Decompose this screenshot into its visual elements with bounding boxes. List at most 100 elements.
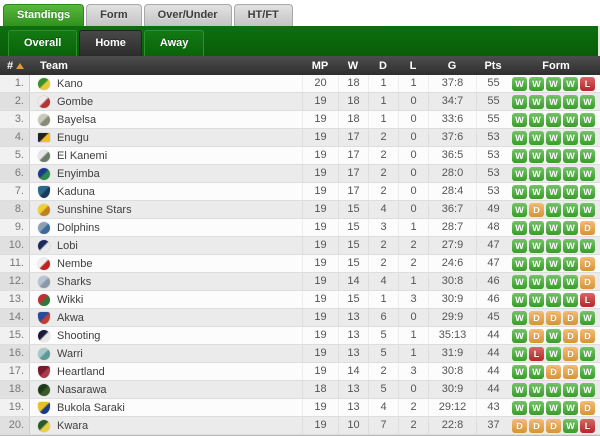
form-badge-w[interactable]: W (512, 292, 527, 307)
form-badge-w[interactable]: W (512, 148, 527, 163)
team-cell[interactable]: Heartland (30, 365, 302, 378)
team-cell[interactable]: Warri (30, 347, 302, 360)
team-name[interactable]: Warri (57, 347, 83, 360)
form-badge-d[interactable]: D (580, 220, 595, 235)
form-badge-w[interactable]: W (563, 76, 578, 91)
form-badge-w[interactable]: W (563, 166, 578, 181)
form-badge-w[interactable]: W (546, 76, 561, 91)
team-cell[interactable]: El Kanemi (30, 149, 302, 162)
team-name[interactable]: Shooting (57, 329, 101, 342)
team-cell[interactable]: Kaduna (30, 185, 302, 198)
col-header-w[interactable]: W (347, 59, 359, 72)
form-badge-w[interactable]: W (512, 112, 527, 127)
form-badge-w[interactable]: W (546, 202, 561, 217)
table-row[interactable]: 13. Wikki 19 15 1 3 30:9 46 W W W W L (0, 291, 600, 309)
form-badge-w[interactable]: W (529, 256, 544, 271)
form-badge-w[interactable]: W (512, 220, 527, 235)
team-name[interactable]: El Kanemi (57, 149, 108, 162)
subtab-home[interactable]: Home (79, 30, 142, 56)
form-badge-w[interactable]: W (580, 310, 595, 325)
form-badge-w[interactable]: W (546, 238, 561, 253)
form-badge-w[interactable]: W (563, 382, 578, 397)
form-badge-d[interactable]: D (563, 310, 578, 325)
team-cell[interactable]: Nasarawa (30, 383, 302, 396)
team-name[interactable]: Bukola Saraki (57, 401, 125, 414)
form-badge-w[interactable]: W (580, 382, 595, 397)
team-cell[interactable]: Lobi (30, 239, 302, 252)
team-name[interactable]: Nembe (57, 257, 93, 270)
form-badge-w[interactable]: W (563, 418, 578, 433)
form-badge-w[interactable]: W (529, 400, 544, 415)
team-name[interactable]: Sharks (57, 275, 92, 288)
team-cell[interactable]: Akwa (30, 311, 302, 324)
table-row[interactable]: 14. Akwa 19 13 6 0 29:9 45 W D D D W (0, 309, 600, 327)
form-badge-w[interactable]: W (580, 130, 595, 145)
form-badge-w[interactable]: W (529, 220, 544, 235)
team-cell[interactable]: Sharks (30, 275, 302, 288)
team-cell[interactable]: Kano (30, 77, 302, 90)
form-badge-d[interactable]: D (529, 418, 544, 433)
table-row[interactable]: 11. Nembe 19 15 2 2 24:6 47 W W W W D (0, 255, 600, 273)
form-badge-w[interactable]: W (512, 310, 527, 325)
form-badge-w[interactable]: W (546, 400, 561, 415)
table-row[interactable]: 2. Gombe 19 18 1 0 34:7 55 W W W W W (0, 93, 600, 111)
form-badge-w[interactable]: W (546, 220, 561, 235)
form-badge-w[interactable]: W (512, 382, 527, 397)
form-badge-w[interactable]: W (580, 184, 595, 199)
form-badge-d[interactable]: D (563, 364, 578, 379)
team-cell[interactable]: Gombe (30, 95, 302, 108)
tab-form[interactable]: Form (86, 4, 142, 26)
form-badge-w[interactable]: W (512, 130, 527, 145)
form-badge-w[interactable]: W (529, 184, 544, 199)
team-cell[interactable]: Kwara (30, 419, 302, 432)
form-badge-d[interactable]: D (512, 418, 527, 433)
col-header-pts[interactable]: Pts (484, 59, 502, 72)
team-name[interactable]: Wikki (57, 293, 84, 306)
form-badge-w[interactable]: W (546, 112, 561, 127)
form-badge-w[interactable]: W (512, 202, 527, 217)
form-badge-w[interactable]: W (529, 112, 544, 127)
team-name[interactable]: Kwara (57, 419, 89, 432)
table-row[interactable]: 8. Sunshine Stars 19 15 4 0 36:7 49 W D W W W (0, 201, 600, 219)
form-badge-d[interactable]: D (529, 328, 544, 343)
table-row[interactable]: 19. Bukola Saraki 19 13 4 2 29:12 43 W W W W D (0, 399, 600, 417)
form-badge-w[interactable]: W (546, 184, 561, 199)
form-badge-w[interactable]: W (580, 166, 595, 181)
form-badge-w[interactable]: W (512, 346, 527, 361)
team-name[interactable]: Enyimba (57, 167, 100, 180)
form-badge-w[interactable]: W (512, 238, 527, 253)
team-cell[interactable]: Sunshine Stars (30, 203, 302, 216)
form-badge-w[interactable]: W (512, 274, 527, 289)
form-badge-d[interactable]: D (529, 310, 544, 325)
form-badge-w[interactable]: W (529, 292, 544, 307)
form-badge-w[interactable]: W (580, 112, 595, 127)
form-badge-w[interactable]: W (529, 274, 544, 289)
form-badge-w[interactable]: W (563, 112, 578, 127)
table-row[interactable]: 18. Nasarawa 18 13 5 0 30:9 44 W W W W W (0, 381, 600, 399)
form-badge-d[interactable]: D (580, 256, 595, 271)
form-badge-w[interactable]: W (512, 400, 527, 415)
form-badge-w[interactable]: W (563, 148, 578, 163)
tab-over-under[interactable]: Over/Under (143, 4, 232, 26)
form-badge-w[interactable]: W (546, 94, 561, 109)
team-cell[interactable]: Shooting (30, 329, 302, 342)
form-badge-w[interactable]: W (512, 166, 527, 181)
form-badge-d[interactable]: D (563, 328, 578, 343)
form-badge-d[interactable]: D (546, 364, 561, 379)
table-row[interactable]: 9. Dolphins 19 15 3 1 28:7 48 W W W W D (0, 219, 600, 237)
form-badge-d[interactable]: D (546, 310, 561, 325)
col-header-l[interactable]: L (409, 59, 417, 72)
form-badge-w[interactable]: W (529, 148, 544, 163)
form-badge-w[interactable]: W (580, 346, 595, 361)
team-name[interactable]: Dolphins (57, 221, 100, 234)
form-badge-w[interactable]: W (563, 292, 578, 307)
team-cell[interactable]: Enugu (30, 132, 302, 144)
form-badge-w[interactable]: W (512, 328, 527, 343)
form-badge-w[interactable]: W (580, 238, 595, 253)
subtab-away[interactable]: Away (143, 30, 205, 56)
form-badge-w[interactable]: W (529, 382, 544, 397)
team-name[interactable]: Gombe (57, 95, 94, 108)
team-name[interactable]: Kaduna (57, 185, 95, 198)
team-cell[interactable]: Dolphins (30, 221, 302, 234)
form-badge-w[interactable]: W (580, 94, 595, 109)
